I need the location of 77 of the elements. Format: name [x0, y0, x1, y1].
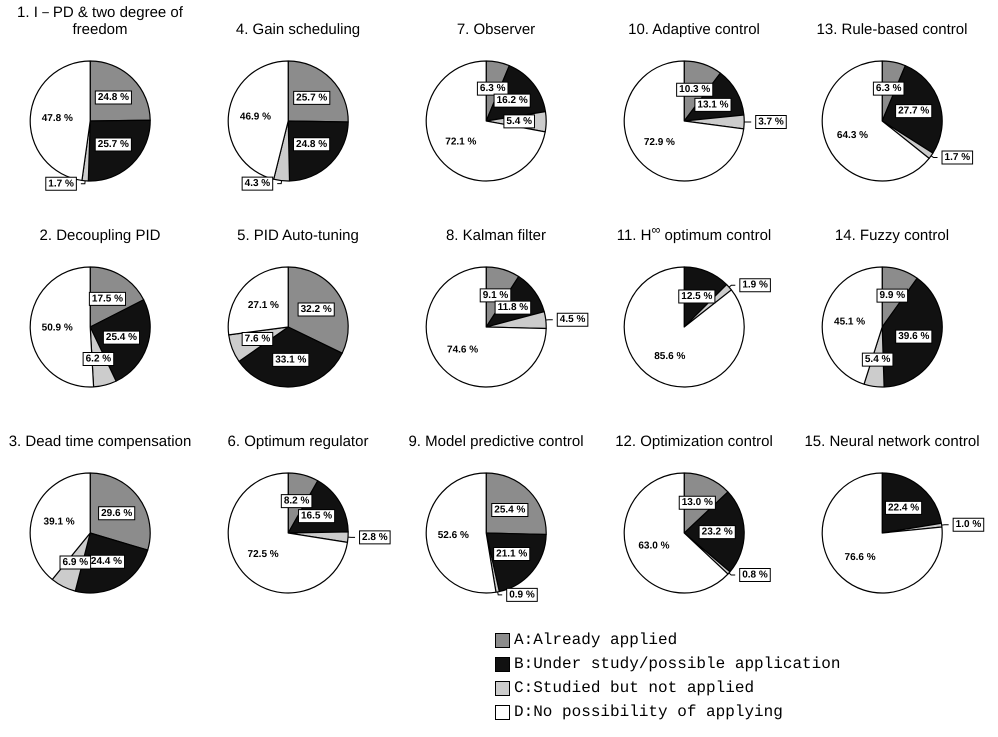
- data-label: 24.4 %: [90, 556, 122, 568]
- data-label: 0.8 %: [742, 569, 768, 580]
- data-label: 6.2 %: [86, 353, 112, 364]
- chart-title: 4. Gain scheduling: [236, 21, 360, 38]
- chart-title: 1. I－PD & two degree of freedom: [16, 4, 184, 38]
- data-label: 24.8 %: [296, 138, 328, 150]
- chart-title: 9. Model predictive control: [408, 433, 584, 450]
- chart-title: 12. Optimization control: [615, 433, 773, 450]
- data-label: 11.8 %: [498, 302, 528, 314]
- data-label: 4.3 %: [244, 178, 270, 190]
- data-label: 33.1 %: [275, 354, 306, 366]
- data-label: 25.4 %: [494, 504, 526, 516]
- data-label: 6.3 %: [480, 83, 506, 94]
- data-label: 32.2 %: [300, 304, 332, 315]
- data-label: 72.5 %: [248, 548, 279, 560]
- data-label: 64.3 %: [836, 130, 868, 141]
- data-label: 72.9 %: [644, 137, 676, 148]
- data-label: 1.7 %: [944, 152, 970, 164]
- data-label: 27.7 %: [898, 106, 930, 117]
- data-label: 2.8 %: [362, 532, 388, 543]
- data-label: 4.5 %: [560, 314, 586, 326]
- data-label: 0.9 %: [509, 589, 535, 600]
- data-label: 25.7 %: [98, 139, 129, 150]
- chart-title: 14. Fuzzy control: [834, 227, 950, 244]
- data-label: 8.2 %: [284, 496, 310, 507]
- data-label: 39.1 %: [44, 516, 75, 528]
- legend-label: C:Studied but not applied: [514, 679, 754, 697]
- data-label: 5.4 %: [506, 116, 532, 127]
- data-label: 47.8 %: [42, 113, 73, 124]
- chart-title: 7. Observer: [456, 21, 536, 38]
- data-label: 1.0 %: [956, 519, 982, 530]
- data-label: 27.1 %: [248, 300, 280, 311]
- data-label: 23.2 %: [702, 526, 733, 538]
- data-label: 72.1 %: [445, 136, 477, 148]
- chart-title: 3. Dead time compensation: [8, 433, 192, 450]
- data-label: 12.5 %: [681, 291, 712, 302]
- data-label: 16.5 %: [300, 510, 332, 522]
- legend-label: B:Under study/possible application: [514, 655, 840, 673]
- data-label: 25.4 %: [106, 332, 138, 344]
- data-label: 9.9 %: [880, 290, 906, 302]
- chart-title: 10. Adaptive control: [628, 21, 760, 38]
- data-label: 1.9 %: [742, 280, 768, 291]
- data-label: 3.7 %: [758, 116, 784, 128]
- data-label: 7.6 %: [244, 333, 270, 344]
- chart-title: 8. Kalman filter: [446, 227, 546, 244]
- chart-title: 15. Neural network control: [804, 433, 980, 450]
- chart-title: 2. Decoupling PID: [40, 227, 160, 244]
- data-label: 9.1 %: [482, 290, 508, 301]
- data-label: 17.5 %: [92, 293, 124, 304]
- data-label: 63.0 %: [638, 540, 670, 552]
- data-label: 39.6 %: [898, 331, 930, 342]
- legend-label: A:Already applied: [514, 631, 678, 649]
- data-label: 6.9 %: [62, 556, 88, 568]
- data-label: 85.6 %: [654, 351, 686, 362]
- data-label: 21.1 %: [496, 548, 528, 560]
- data-label: 45.1 %: [834, 316, 866, 328]
- chart-title: 11. H$^{∞}$ optimum control: [616, 222, 772, 244]
- data-label: 74.6 %: [447, 344, 478, 356]
- data-label: 13.1 %: [697, 99, 729, 110]
- data-label: 25.7 %: [296, 92, 328, 104]
- data-label: 13.0 %: [682, 497, 713, 508]
- data-label: 10.3 %: [679, 84, 710, 96]
- chart-title: 5. PID Auto-tuning: [237, 227, 359, 244]
- chart-title: 6. Optimum regulator: [228, 433, 368, 450]
- data-label: 52.6 %: [438, 530, 469, 542]
- legend-label: D:No possibility of applying: [514, 703, 783, 721]
- data-label: 6.3 %: [876, 83, 902, 94]
- chart-title: 13. Rule-based control: [816, 21, 968, 38]
- data-label: 29.6 %: [101, 508, 132, 519]
- data-label: 76.6 %: [844, 552, 876, 563]
- data-label: 22.4 %: [888, 502, 920, 514]
- data-label: 50.9 %: [42, 322, 73, 334]
- data-label: 1.7 %: [48, 178, 74, 190]
- data-label: 24.8 %: [98, 92, 130, 104]
- data-label: 46.9 %: [240, 111, 272, 122]
- data-label: 5.4 %: [864, 354, 891, 366]
- data-label: 16.2 %: [496, 95, 528, 106]
